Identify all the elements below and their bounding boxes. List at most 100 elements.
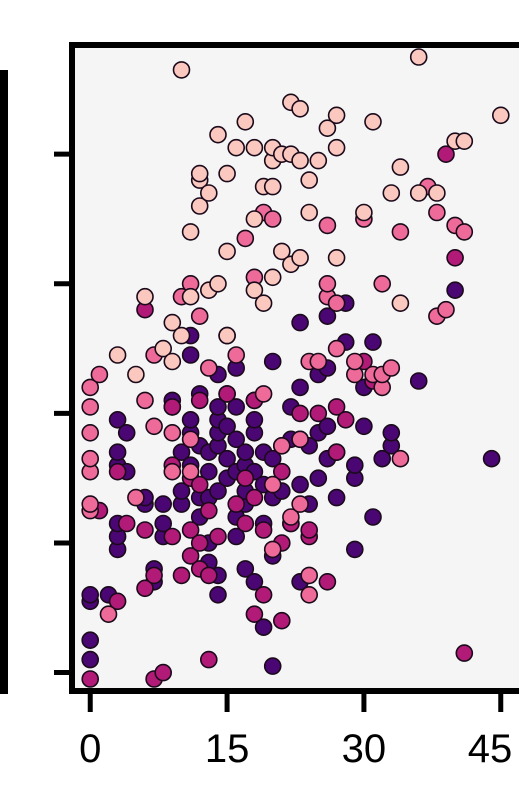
data-point <box>209 398 227 416</box>
data-point <box>291 404 309 423</box>
data-point <box>209 274 227 293</box>
data-point <box>263 449 282 468</box>
data-point <box>108 443 127 462</box>
data-point <box>163 352 182 371</box>
data-point <box>428 203 446 222</box>
data-point <box>382 184 401 202</box>
data-point <box>291 151 309 170</box>
data-point <box>272 242 291 261</box>
data-point <box>117 423 136 442</box>
data-point <box>108 462 127 481</box>
data-point <box>181 346 200 364</box>
axes <box>69 42 519 694</box>
data-point <box>382 359 401 377</box>
data-point <box>163 398 182 416</box>
data-point <box>154 663 172 682</box>
data-point <box>391 294 410 313</box>
data-point <box>181 410 200 429</box>
data-point <box>327 294 346 313</box>
data-point <box>382 423 401 442</box>
x-axis-ticks: 0 15 30 45 <box>79 692 512 771</box>
data-point <box>181 223 200 241</box>
data-point <box>291 378 309 397</box>
data-point <box>200 650 218 669</box>
data-point <box>181 430 200 449</box>
data-point <box>172 61 191 79</box>
data-point <box>245 281 264 300</box>
data-point <box>190 197 209 215</box>
data-point <box>154 514 172 533</box>
data-point <box>318 119 337 137</box>
data-point <box>245 572 264 591</box>
data-point <box>190 391 209 410</box>
data-point <box>181 287 200 306</box>
data-point <box>254 385 273 403</box>
data-point <box>209 125 227 144</box>
data-point <box>245 410 264 429</box>
data-point <box>300 566 319 585</box>
data-point <box>409 372 428 390</box>
data-point <box>364 333 382 351</box>
data-point <box>263 177 282 196</box>
data-point <box>172 566 191 585</box>
data-point <box>200 462 218 481</box>
data-point <box>190 164 209 183</box>
data-point <box>236 560 255 578</box>
data-point <box>245 138 264 157</box>
data-point <box>200 501 218 520</box>
data-point <box>282 508 300 526</box>
left-panel-gap <box>0 40 10 70</box>
data-point <box>236 514 255 533</box>
data-point <box>145 417 163 436</box>
data-point <box>99 605 118 624</box>
data-point <box>309 404 328 423</box>
data-point <box>163 423 182 442</box>
data-point <box>309 352 328 371</box>
data-point <box>263 210 282 228</box>
data-point <box>491 106 510 125</box>
data-point <box>345 352 364 371</box>
left-figure-fragment <box>0 40 10 694</box>
x-tick-label: 15 <box>205 727 250 771</box>
data-point <box>391 449 410 468</box>
data-point <box>172 482 191 500</box>
data-point <box>318 572 337 591</box>
data-point <box>136 391 154 410</box>
data-point <box>245 488 264 507</box>
data-point <box>108 592 127 611</box>
data-point <box>318 274 337 293</box>
data-point <box>428 184 446 202</box>
data-point <box>245 210 264 228</box>
data-point <box>291 248 309 267</box>
data-point <box>409 184 428 202</box>
data-point <box>227 346 245 364</box>
data-point <box>446 281 464 300</box>
data-point <box>309 469 328 488</box>
data-point <box>81 585 99 604</box>
data-point <box>254 585 273 604</box>
data-point <box>300 521 319 539</box>
data-point <box>300 585 319 604</box>
x-tick-label: 30 <box>342 727 387 771</box>
data-point <box>272 611 291 630</box>
data-point <box>218 242 236 261</box>
data-point <box>108 346 127 364</box>
data-point <box>291 313 309 332</box>
data-point <box>81 449 99 468</box>
data-point <box>318 417 337 436</box>
data-point <box>200 566 218 585</box>
data-point <box>355 203 373 222</box>
data-point <box>163 313 182 332</box>
data-point <box>272 462 291 481</box>
data-point <box>391 158 410 176</box>
data-point <box>455 644 474 662</box>
data-point <box>263 475 282 494</box>
data-point <box>291 475 309 494</box>
data-point <box>154 495 172 513</box>
data-point <box>263 268 282 287</box>
data-point <box>327 138 346 157</box>
data-point <box>127 365 145 384</box>
data-point <box>300 203 319 222</box>
data-point <box>455 223 474 241</box>
data-point <box>254 521 273 539</box>
